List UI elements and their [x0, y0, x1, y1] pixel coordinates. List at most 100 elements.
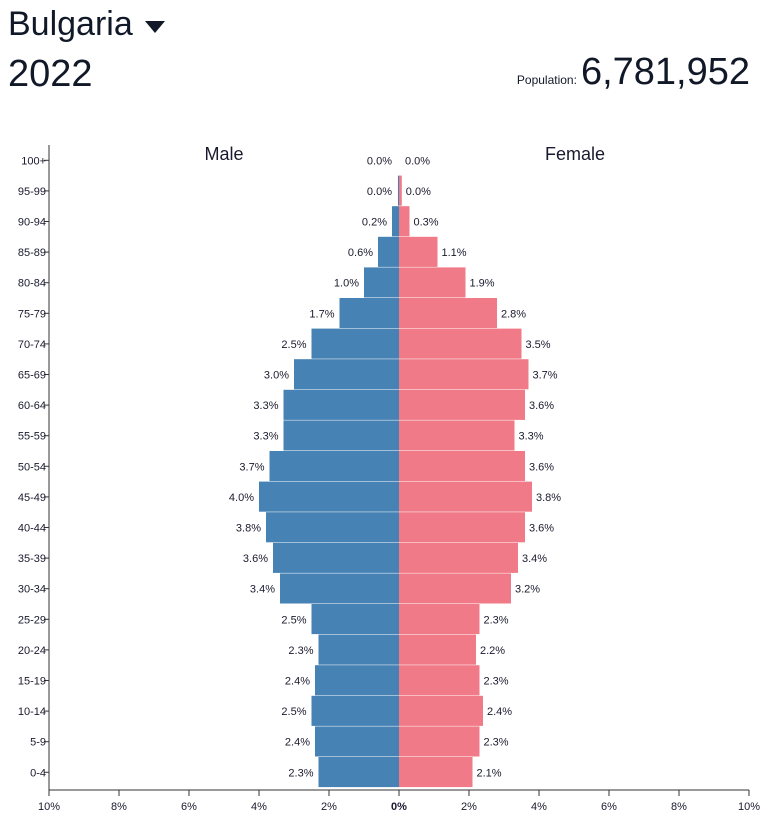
female-value-label: 3.8% — [536, 492, 561, 504]
male-value-label: 3.4% — [250, 584, 275, 596]
male-bar — [392, 206, 399, 237]
female-value-label: 2.1% — [477, 767, 502, 779]
age-group-label: 5-9 — [30, 737, 46, 749]
male-value-label: 3.6% — [243, 553, 268, 565]
male-bar — [280, 573, 399, 604]
x-tick-label: 2% — [321, 801, 337, 813]
age-group-label: 45-49 — [18, 492, 46, 504]
male-value-label: 3.3% — [253, 400, 278, 412]
x-tick-label: 6% — [601, 801, 617, 813]
female-bar — [399, 757, 473, 788]
country-name: Bulgaria — [8, 5, 133, 43]
x-tick-label: 10% — [38, 801, 60, 813]
female-bar — [399, 634, 476, 665]
male-value-label: 0.6% — [348, 247, 373, 259]
female-bar — [399, 175, 402, 206]
x-tick-label: 0% — [391, 801, 407, 813]
male-value-label: 0.0% — [367, 186, 392, 198]
female-value-label: 0.0% — [405, 155, 430, 167]
female-bar — [399, 328, 522, 359]
age-group-label: 0-4 — [30, 767, 46, 779]
male-bar — [269, 451, 399, 482]
male-value-label: 2.4% — [285, 676, 310, 688]
female-value-label: 2.3% — [484, 614, 509, 626]
female-value-label: 3.5% — [526, 339, 551, 351]
female-bar — [399, 695, 483, 726]
female-value-label: 3.6% — [529, 400, 554, 412]
male-bar — [364, 267, 399, 298]
female-bar — [399, 389, 525, 420]
female-bar — [399, 420, 515, 451]
female-value-label: 1.1% — [442, 247, 467, 259]
male-value-label: 2.3% — [288, 645, 313, 657]
male-value-label: 2.5% — [281, 706, 306, 718]
female-value-label: 2.2% — [480, 645, 505, 657]
male-bar — [266, 512, 399, 543]
age-group-label: 65-69 — [18, 370, 46, 382]
x-tick-label: 10% — [738, 801, 760, 813]
female-bar — [399, 267, 466, 298]
female-bar — [399, 359, 529, 390]
female-bar — [399, 573, 511, 604]
male-value-label: 2.4% — [285, 737, 310, 749]
male-value-label: 0.0% — [367, 155, 392, 167]
female-value-label: 2.4% — [487, 706, 512, 718]
age-group-label: 10-14 — [18, 706, 46, 718]
age-group-label: 50-54 — [18, 461, 46, 473]
male-value-label: 0.2% — [362, 217, 387, 229]
male-bar — [339, 298, 399, 329]
male-bar — [311, 328, 399, 359]
female-value-label: 3.4% — [522, 553, 547, 565]
male-bar — [294, 359, 399, 390]
population-label: Population: — [516, 73, 577, 87]
male-value-label: 2.5% — [281, 614, 306, 626]
population-summary: Population: 6,781,952 — [517, 50, 750, 94]
male-value-label: 2.5% — [281, 339, 306, 351]
age-group-label: 35-39 — [18, 553, 46, 565]
age-group-label: 100+ — [21, 155, 46, 167]
female-value-label: 0.0% — [406, 186, 431, 198]
male-legend-label: Male — [204, 144, 243, 164]
female-bar — [399, 542, 518, 573]
population-value: 6,781,952 — [580, 51, 750, 93]
female-value-label: 3.6% — [529, 461, 554, 473]
female-value-label: 0.3% — [414, 217, 439, 229]
female-value-label: 3.6% — [529, 523, 554, 535]
male-value-label: 3.0% — [264, 370, 289, 382]
age-group-label: 85-89 — [18, 247, 46, 259]
female-value-label: 3.3% — [519, 431, 544, 443]
male-bar — [378, 236, 399, 267]
female-legend-label: Female — [545, 144, 605, 164]
x-tick-label: 8% — [111, 801, 127, 813]
age-group-label: 40-44 — [18, 523, 46, 535]
female-bar — [399, 206, 410, 237]
age-group-label: 60-64 — [18, 400, 46, 412]
female-bar — [399, 512, 525, 543]
age-group-label: 70-74 — [18, 339, 46, 351]
male-bar — [311, 695, 399, 726]
country-selector[interactable]: Bulgaria — [8, 2, 165, 46]
male-bar — [273, 542, 399, 573]
female-bar — [399, 481, 532, 512]
age-group-label: 80-84 — [18, 278, 46, 290]
female-value-label: 3.7% — [533, 370, 558, 382]
female-value-label: 2.3% — [484, 676, 509, 688]
female-bar — [399, 298, 497, 329]
male-value-label: 3.7% — [239, 461, 264, 473]
age-group-label: 75-79 — [18, 308, 46, 320]
female-bar — [399, 665, 480, 696]
male-bar — [318, 757, 399, 788]
x-tick-label: 2% — [461, 801, 477, 813]
female-value-label: 3.2% — [515, 584, 540, 596]
x-tick-label: 4% — [531, 801, 547, 813]
female-bar — [399, 726, 480, 757]
male-bar — [259, 481, 399, 512]
female-value-label: 2.8% — [501, 308, 526, 320]
caret-down-icon[interactable] — [144, 21, 165, 33]
year-label: 2022 — [8, 53, 93, 95]
male-value-label: 3.8% — [236, 523, 261, 535]
male-bar — [283, 420, 399, 451]
female-bar — [399, 604, 480, 635]
male-value-label: 1.0% — [334, 278, 359, 290]
